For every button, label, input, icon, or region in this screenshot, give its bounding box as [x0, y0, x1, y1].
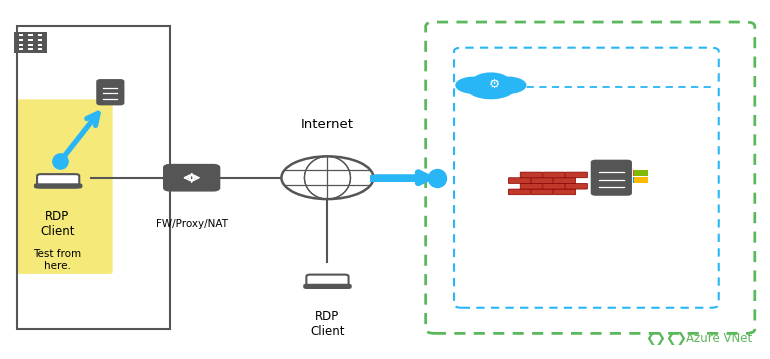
Text: Azure VNet: Azure VNet	[685, 331, 752, 345]
Text: Internet: Internet	[301, 118, 354, 131]
FancyBboxPatch shape	[508, 189, 531, 195]
Bar	[38, 34, 42, 36]
Text: RDP
Client: RDP Client	[40, 210, 75, 238]
FancyBboxPatch shape	[164, 165, 219, 191]
Bar	[38, 44, 42, 46]
Circle shape	[489, 76, 527, 94]
Text: FW/Proxy/NAT: FW/Proxy/NAT	[156, 219, 228, 229]
Bar	[18, 44, 23, 46]
Bar	[28, 34, 32, 36]
Bar	[17, 26, 170, 329]
Bar	[28, 44, 32, 46]
FancyBboxPatch shape	[554, 178, 576, 183]
Bar	[634, 169, 648, 176]
Bar	[634, 177, 648, 183]
FancyBboxPatch shape	[531, 178, 553, 183]
Bar	[38, 48, 42, 51]
Text: RDP
Client: RDP Client	[310, 310, 345, 338]
Bar	[18, 34, 23, 36]
FancyBboxPatch shape	[592, 161, 631, 195]
Text: ❮❯❮❯: ❮❯❮❯	[645, 331, 688, 345]
FancyBboxPatch shape	[37, 174, 79, 187]
Circle shape	[467, 76, 515, 99]
FancyBboxPatch shape	[554, 189, 576, 195]
Bar	[28, 48, 32, 51]
Bar	[18, 48, 23, 51]
Circle shape	[472, 73, 510, 90]
FancyBboxPatch shape	[304, 285, 351, 288]
FancyBboxPatch shape	[521, 183, 542, 189]
Bar	[38, 39, 42, 41]
FancyBboxPatch shape	[565, 183, 588, 189]
FancyBboxPatch shape	[35, 184, 82, 188]
Text: ⚙: ⚙	[489, 78, 500, 91]
Bar	[28, 39, 32, 41]
FancyBboxPatch shape	[17, 99, 112, 274]
FancyBboxPatch shape	[531, 189, 553, 195]
FancyBboxPatch shape	[521, 172, 542, 178]
FancyBboxPatch shape	[543, 172, 565, 178]
FancyBboxPatch shape	[543, 183, 565, 189]
FancyBboxPatch shape	[565, 172, 588, 178]
Bar	[633, 177, 647, 183]
Bar	[633, 169, 647, 176]
FancyBboxPatch shape	[97, 80, 123, 104]
Bar	[18, 39, 23, 41]
Bar	[14, 32, 48, 53]
FancyBboxPatch shape	[508, 178, 531, 183]
Text: Test from
here.: Test from here.	[33, 249, 82, 271]
Circle shape	[455, 76, 493, 94]
Circle shape	[281, 157, 373, 199]
FancyBboxPatch shape	[306, 275, 349, 288]
